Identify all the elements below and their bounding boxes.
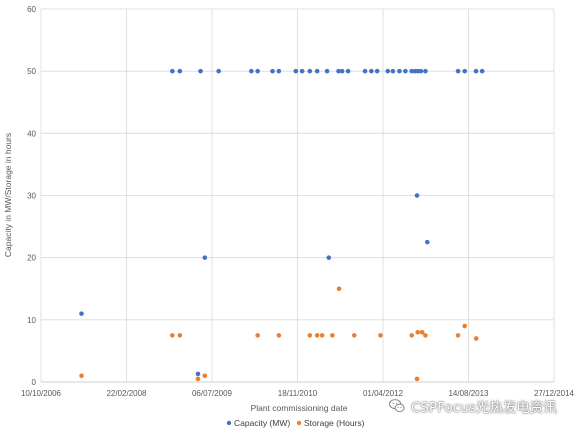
data-point (326, 255, 332, 260)
legend-marker-storage (296, 420, 302, 426)
x-tick-label: 10/10/2006 (21, 389, 62, 398)
series-capacity (79, 68, 485, 377)
data-point (299, 68, 305, 74)
data-points (79, 68, 485, 382)
data-point (324, 68, 330, 74)
data-point (198, 68, 203, 74)
watermark-text: CSPFocus光热发电资讯 (411, 400, 557, 416)
data-point (276, 333, 282, 338)
x-tick-label: 06/07/2009 (192, 389, 233, 398)
data-point (255, 68, 260, 74)
legend-label-storage: Storage (Hours) (304, 418, 365, 428)
data-point (336, 68, 341, 74)
data-point (314, 333, 320, 338)
data-point (455, 68, 461, 74)
data-point (330, 333, 335, 338)
legend-label-capacity: Capacity (MW) (234, 418, 290, 428)
data-point (307, 68, 313, 74)
data-point (455, 333, 461, 338)
data-point (385, 68, 391, 74)
data-point (403, 68, 408, 74)
watermark: CSPFocus光热发电资讯 (388, 397, 557, 416)
data-point (319, 333, 325, 338)
data-point (170, 68, 175, 74)
data-point (415, 329, 421, 335)
data-point (170, 333, 175, 338)
data-point (195, 376, 201, 382)
y-tick-label: 50 (27, 67, 36, 76)
data-point (423, 333, 428, 338)
series-storage (79, 286, 479, 382)
y-tick-label: 10 (27, 316, 36, 325)
data-point (249, 68, 254, 74)
data-point (177, 333, 183, 338)
wechat-logo-icon (388, 399, 405, 413)
data-point (409, 68, 415, 74)
data-point (362, 68, 368, 74)
data-point (336, 286, 342, 292)
data-point (479, 68, 485, 74)
x-tick-label: 18/11/2010 (278, 389, 318, 398)
data-point (307, 333, 313, 338)
x-axis-title: Plant commissioning date (251, 403, 348, 413)
data-point (293, 68, 299, 74)
y-tick-label: 60 (27, 5, 36, 14)
data-point (414, 193, 420, 198)
data-point (462, 68, 468, 74)
data-point (345, 68, 351, 74)
data-point (409, 333, 415, 338)
data-point (419, 329, 425, 335)
data-point (423, 68, 428, 74)
gridlines (40, 8, 555, 383)
legend-item-capacity: Capacity (MW) (226, 418, 290, 428)
data-point (424, 239, 430, 245)
data-point (473, 336, 479, 341)
data-point (177, 68, 183, 74)
data-point (276, 68, 282, 74)
y-tick-label: 30 (27, 192, 36, 201)
data-point (397, 68, 402, 74)
x-tick-label: 27/12/2014 (534, 389, 575, 398)
data-point (378, 333, 383, 338)
data-point (270, 68, 275, 74)
data-point (202, 255, 208, 260)
data-point (473, 68, 479, 74)
data-point (314, 68, 320, 74)
data-point (79, 373, 84, 379)
x-tick-label: 14/08/2013 (448, 389, 489, 398)
data-point (369, 68, 374, 74)
data-point (418, 68, 424, 74)
y-tick-label: 20 (27, 254, 36, 263)
x-tick-label: 01/04/2012 (363, 389, 404, 398)
data-point (414, 376, 420, 382)
data-point (216, 68, 221, 74)
y-axis-title: Capacity in MW/Storage in hours (3, 133, 13, 257)
data-point (462, 323, 468, 329)
tick-labels: 0 10 20 30 40 50 60 10/10/2006 22/02/2008 06/07/2… (21, 5, 575, 398)
y-tick-label: 0 (32, 378, 37, 387)
legend: Capacity (MW) Storage (Hours) (226, 418, 365, 428)
data-point (339, 68, 345, 74)
y-tick-label: 40 (27, 129, 36, 138)
data-point (351, 333, 357, 338)
data-point (202, 373, 208, 379)
legend-item-storage: Storage (Hours) (296, 418, 365, 428)
legend-marker-capacity (226, 420, 232, 426)
data-point (255, 333, 260, 338)
data-point (390, 68, 396, 74)
data-point (374, 68, 380, 74)
x-tick-label: 22/02/2008 (106, 389, 147, 398)
data-point (79, 311, 84, 316)
data-point (195, 371, 201, 377)
